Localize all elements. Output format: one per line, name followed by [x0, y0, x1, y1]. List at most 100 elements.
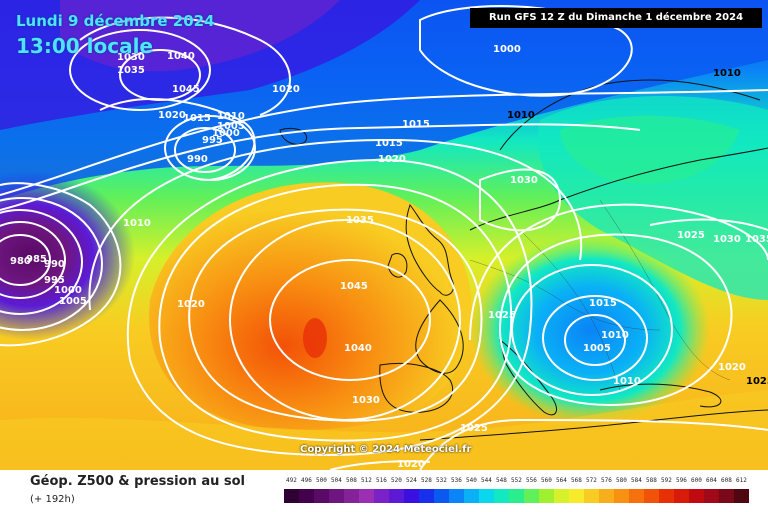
legend-label-552: 552: [511, 477, 522, 484]
legend-swatch-552: [509, 489, 524, 503]
legend-swatch-512: [359, 489, 374, 503]
cold-pool-core: [560, 115, 740, 184]
legend-label-536: 536: [451, 477, 462, 484]
legend-label-592: 592: [661, 477, 672, 484]
label-1020-gl: 1020: [272, 84, 300, 95]
label-1025-eu: 1025: [488, 310, 516, 321]
ridge-core: [303, 318, 327, 358]
isobar-1020-north: [88, 138, 583, 311]
label-1035-c: 1035: [346, 215, 374, 226]
label-1000-north: 1000: [493, 44, 521, 55]
legend-swatch-576: [599, 489, 614, 503]
isobar-1020-gl: [79, 16, 291, 116]
isobar-1030-north-sea: [479, 168, 562, 232]
legend-label-588: 588: [646, 477, 657, 484]
coast-north-sea-baltic: [469, 147, 768, 231]
label-1040-gl: 1040: [167, 51, 195, 62]
legend-swatch-600: [689, 489, 704, 503]
legend-label-508: 508: [346, 477, 357, 484]
legend-label-572: 572: [586, 477, 597, 484]
label-1010-s: 1010: [613, 376, 641, 387]
legend-label-612: 612: [736, 477, 747, 484]
label-1015-gl: 1015: [183, 113, 211, 124]
legend-swatch-548: [494, 489, 509, 503]
coast-north-africa: [419, 409, 768, 441]
isobar-1015: [0, 123, 641, 211]
legend-swatch-592: [659, 489, 674, 503]
label-1010-w: 1010: [123, 218, 151, 229]
label-1045-gl: 1045: [172, 84, 200, 95]
legend-swatch-500: [314, 489, 329, 503]
label-1020-se: 1020: [718, 362, 746, 373]
legend-swatch-544: [479, 489, 494, 503]
central-europe-trough: [470, 235, 710, 425]
label-1040-c: 1040: [344, 343, 372, 354]
isobar-1030-east: [649, 218, 768, 231]
legend-swatch-516: [374, 489, 389, 503]
legend-label-524: 524: [406, 477, 417, 484]
label-995-gl: 995: [202, 135, 223, 146]
isobar-1025-eu: [469, 203, 768, 341]
label-995: 995: [44, 275, 65, 286]
legend-label-576: 576: [601, 477, 612, 484]
legend-swatch-556: [524, 489, 539, 503]
label-1010-eu: 1010: [601, 330, 629, 341]
label-1010-ne: 1010: [713, 68, 741, 79]
isobar-1020-south: [329, 460, 431, 470]
legend-label-496: 496: [301, 477, 312, 484]
label-1025-s: 1025: [460, 423, 488, 434]
label-990: 990: [44, 259, 65, 270]
run-info: Run GFS 12 Z du Dimanche 1 décembre 2024: [470, 8, 762, 28]
isobar-1025: [127, 158, 533, 457]
coast-italy: [499, 338, 558, 416]
isobar-995: [0, 209, 83, 315]
label-1015-n2: 1015: [375, 138, 403, 149]
legend-label-528: 528: [421, 477, 432, 484]
label-1005-gl: 1005: [217, 121, 245, 132]
label-1025-se: 1025: [746, 376, 768, 387]
product-title: Géop. Z500 & pression au sol: [30, 474, 245, 489]
isobar-1030: [158, 183, 513, 442]
isobar-1015-gl: [99, 98, 256, 181]
legend-swatch-536: [449, 489, 464, 503]
isobar-1010-north: [0, 89, 768, 196]
legend-label-492: 492: [286, 477, 297, 484]
legend-swatch-496: [299, 489, 314, 503]
borders: [469, 199, 731, 391]
label-1020b: 1020: [158, 110, 186, 121]
lead-time: (+ 192h): [30, 494, 75, 505]
isobar-995-gl: [174, 127, 236, 173]
isobar-1000-north-high: [419, 5, 633, 97]
legend-swatch-580: [614, 489, 629, 503]
legend-swatch-596: [674, 489, 689, 503]
legend-swatch-612: [734, 489, 749, 503]
legend-label-608: 608: [721, 477, 732, 484]
coast-balkans: [599, 383, 722, 408]
west-depression-core: [0, 170, 135, 340]
legend-label-604: 604: [706, 477, 717, 484]
color-legend: 492 496 500 504 508 512 516 520 524 528 532 536 540 5…: [284, 477, 752, 507]
coast-iberia: [379, 362, 453, 413]
legend-swatch-588: [644, 489, 659, 503]
coast-ireland: [387, 253, 408, 278]
legend-label-540: 540: [466, 477, 477, 484]
label-1015-eu: 1015: [589, 298, 617, 309]
label-1020-w: 1020: [177, 299, 205, 310]
deep-cold-greenland: [60, 0, 340, 72]
legend-swatch-568: [569, 489, 584, 503]
isobar-1035: [188, 208, 483, 422]
legend-label-564: 564: [556, 477, 567, 484]
legend-label-516: 516: [376, 477, 387, 484]
label-1045-anticyclone: 1045: [340, 281, 368, 292]
label-1020-s: 1020: [397, 459, 425, 470]
coast-iceland: [279, 127, 308, 145]
isobar-990: [0, 221, 66, 299]
label-1010-north: 1010: [507, 110, 535, 121]
isobar-1035-greenland: [69, 29, 211, 111]
label-990-gl: 990: [187, 154, 208, 165]
isobar-1045-inner: [269, 259, 431, 381]
label-1005: 1005: [59, 296, 87, 307]
legend-label-600: 600: [691, 477, 702, 484]
label-1030-ns: 1030: [510, 175, 538, 186]
label-1000: 1000: [54, 285, 82, 296]
